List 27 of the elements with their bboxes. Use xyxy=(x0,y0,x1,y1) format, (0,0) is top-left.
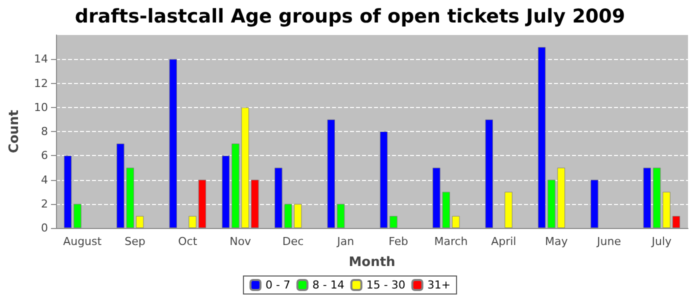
y-tick-label: 10 xyxy=(34,100,48,114)
x-tick-label: July xyxy=(650,235,672,248)
x-tick-label: Dec xyxy=(282,235,304,248)
x-tick-label: March xyxy=(434,235,468,248)
chart-title: drafts-lastcall Age groups of open tickets July 2009 xyxy=(74,6,626,28)
x-tick-label: Oct xyxy=(178,235,198,248)
x-tick-label: April xyxy=(491,235,516,248)
y-tick-label: 4 xyxy=(41,173,48,186)
legend-label: 31+ xyxy=(427,278,451,292)
y-tick-label: 14 xyxy=(34,52,48,66)
y-axis-title: Count xyxy=(7,110,22,154)
y-tick-label: 0 xyxy=(41,222,48,234)
x-tick-label: June xyxy=(596,235,622,248)
y-tick-label: 12 xyxy=(34,76,48,90)
legend-label: 0 - 7 xyxy=(265,278,290,292)
x-tick-label: Sep xyxy=(124,235,146,248)
legend-label: 15 - 30 xyxy=(366,278,406,292)
x-axis-title: Month xyxy=(348,255,396,270)
x-tick-label: Feb xyxy=(388,235,408,248)
x-tick-label: Jan xyxy=(336,235,354,248)
y-tick-label: 2 xyxy=(41,197,48,210)
x-tick-label: August xyxy=(63,235,102,248)
legend-label: 8 - 14 xyxy=(312,278,344,292)
y-tick-label: 8 xyxy=(41,125,48,138)
y-tick-label: 6 xyxy=(41,149,48,162)
x-tick-label: Nov xyxy=(230,235,252,248)
x-tick-label: May xyxy=(544,235,568,248)
